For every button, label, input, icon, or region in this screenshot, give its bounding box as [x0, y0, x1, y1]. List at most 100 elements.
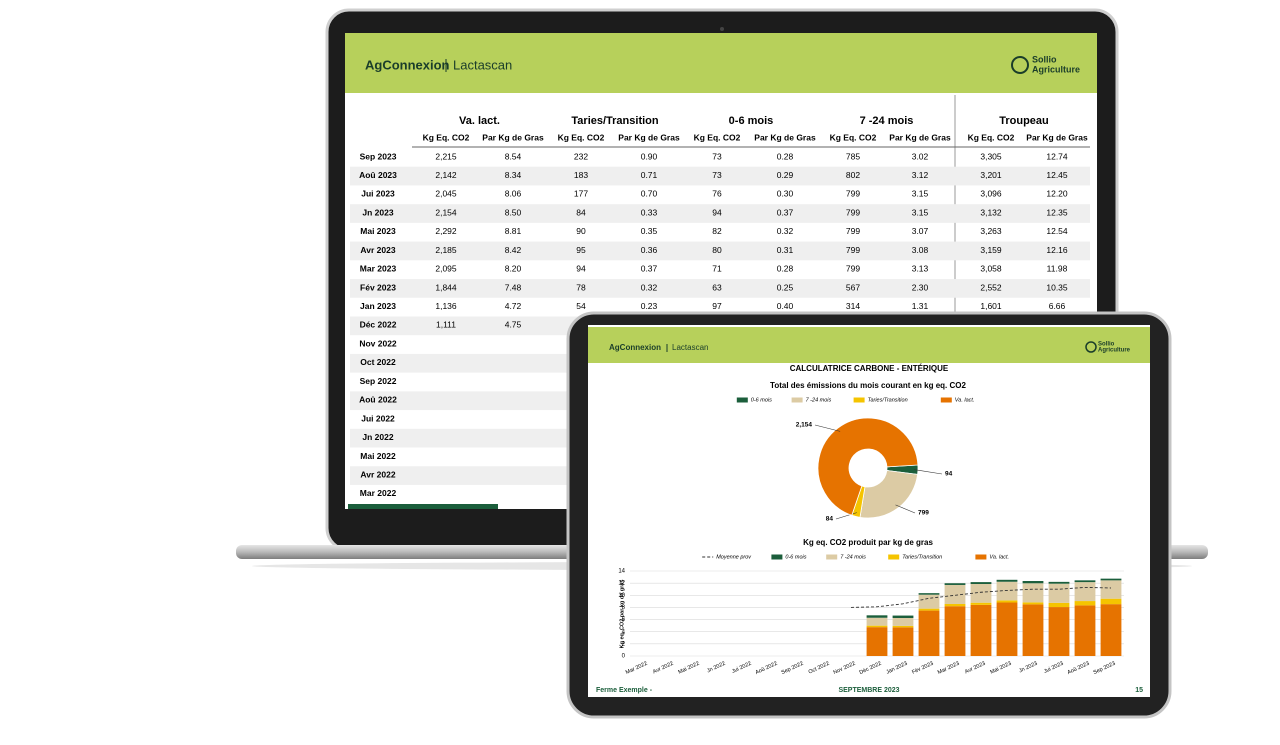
group-header: 0-6 mois — [729, 115, 774, 127]
cell: 3,132 — [980, 207, 1002, 217]
bar-segment — [944, 584, 966, 604]
bar-segment — [866, 617, 888, 626]
cell: 0.31 — [777, 245, 794, 255]
bar-segment — [996, 579, 1018, 582]
cell: 0.32 — [641, 282, 658, 292]
cell: 8.54 — [505, 151, 522, 161]
cell: 73 — [712, 170, 722, 180]
bar-segment — [1074, 601, 1096, 606]
leader-line — [814, 424, 841, 432]
cell: 0.23 — [641, 301, 658, 311]
cell: 314 — [846, 301, 860, 311]
legend-label: Taries/Transition — [902, 554, 942, 560]
cell: 8.34 — [505, 170, 522, 180]
cell: 94 — [576, 264, 586, 274]
bar-segment — [918, 610, 940, 656]
cell: 0.37 — [641, 264, 658, 274]
bar-segment — [1074, 582, 1096, 602]
laptop-header — [345, 33, 1097, 93]
row-stripe — [350, 279, 1090, 298]
y-tick-label: 6 — [622, 617, 626, 623]
cell: 78 — [576, 282, 586, 292]
legend-swatch — [975, 554, 987, 560]
sub-header: Kg Eq. CO2 — [694, 132, 741, 142]
cell: 12.45 — [1046, 170, 1068, 180]
legend-swatch — [771, 554, 783, 560]
bar-segment — [944, 603, 966, 607]
pie-slice — [859, 469, 919, 519]
row-stripe — [350, 166, 1090, 186]
product: Lactascan — [453, 57, 512, 72]
cell: 3,096 — [980, 189, 1002, 199]
cell: 6.66 — [1049, 301, 1066, 311]
bar-segment — [918, 608, 940, 611]
logo-text: Agriculture — [1032, 64, 1080, 74]
cell: 82 — [712, 226, 722, 236]
bar-segment — [944, 606, 966, 656]
line-series — [850, 586, 1112, 608]
cell: 785 — [846, 151, 860, 161]
data-label: 2,154 — [796, 422, 813, 429]
cell: 3,263 — [980, 226, 1002, 236]
cell: 54 — [576, 301, 586, 311]
cell: 3,159 — [980, 245, 1002, 255]
cell: 3.07 — [912, 226, 929, 236]
bar-segment — [1022, 583, 1044, 603]
legend-label: Taries/Transition — [868, 397, 908, 403]
legend-swatch — [826, 554, 838, 560]
cell: 0.70 — [641, 189, 658, 199]
row-label: Jn 2023 — [362, 207, 393, 217]
row-label: Oct 2022 — [360, 357, 396, 367]
sub-header: Kg Eq. CO2 — [423, 132, 470, 142]
bar-segment — [1048, 583, 1070, 603]
logo-icon — [1011, 56, 1029, 74]
data-label: 84 — [826, 516, 834, 523]
footer-center: SEPTEMBRE 2023 — [838, 687, 899, 694]
cell: 3.08 — [912, 245, 929, 255]
cell: 0.28 — [777, 151, 794, 161]
y-axis-label: Kg eq. CO2 par kg de gras — [619, 580, 625, 649]
legend-swatch — [791, 397, 803, 403]
cell: 0.35 — [641, 226, 658, 236]
bar-segment — [1022, 602, 1044, 605]
cell: 0.90 — [641, 151, 658, 161]
bar-segment — [1022, 604, 1044, 656]
bar-segment — [944, 583, 966, 585]
bar-segment — [1048, 581, 1070, 584]
cell: 2,215 — [435, 151, 457, 161]
cell: 76 — [712, 189, 722, 199]
sub-header: Par Kg de Gras — [754, 132, 816, 142]
legend-swatch — [853, 397, 865, 403]
cell: 4.72 — [505, 301, 522, 311]
cell: 90 — [576, 226, 586, 236]
leader-line — [913, 469, 943, 475]
bar-segment — [1100, 580, 1122, 599]
row-label: Mai 2022 — [360, 451, 396, 461]
cell: 2,552 — [980, 282, 1002, 292]
legend-swatch — [888, 554, 900, 560]
cell: 94 — [712, 207, 722, 217]
row-label: Mar 2022 — [360, 488, 397, 498]
cell: 8.81 — [505, 226, 522, 236]
row-label: Mai 2023 — [360, 226, 396, 236]
cell: 799 — [846, 207, 860, 217]
cell: 3.12 — [912, 170, 929, 180]
cell: 183 — [574, 170, 588, 180]
brand: AgConnexion — [609, 343, 661, 352]
pie-slice — [817, 417, 919, 516]
bar-segment — [866, 627, 888, 656]
row-label: Aoû 2022 — [359, 395, 397, 405]
sub-header: Par Kg de Gras — [618, 132, 680, 142]
bar-segment — [996, 600, 1018, 603]
cell: 3,201 — [980, 170, 1002, 180]
group-header: Taries/Transition — [571, 115, 658, 127]
cell: 1,601 — [980, 301, 1002, 311]
cell: 0.28 — [777, 264, 794, 274]
bar-segment — [892, 615, 914, 618]
bar-segment — [918, 594, 940, 609]
cell: 232 — [574, 151, 588, 161]
bar-segment — [996, 581, 1018, 601]
row-label: Mar 2023 — [360, 264, 397, 274]
